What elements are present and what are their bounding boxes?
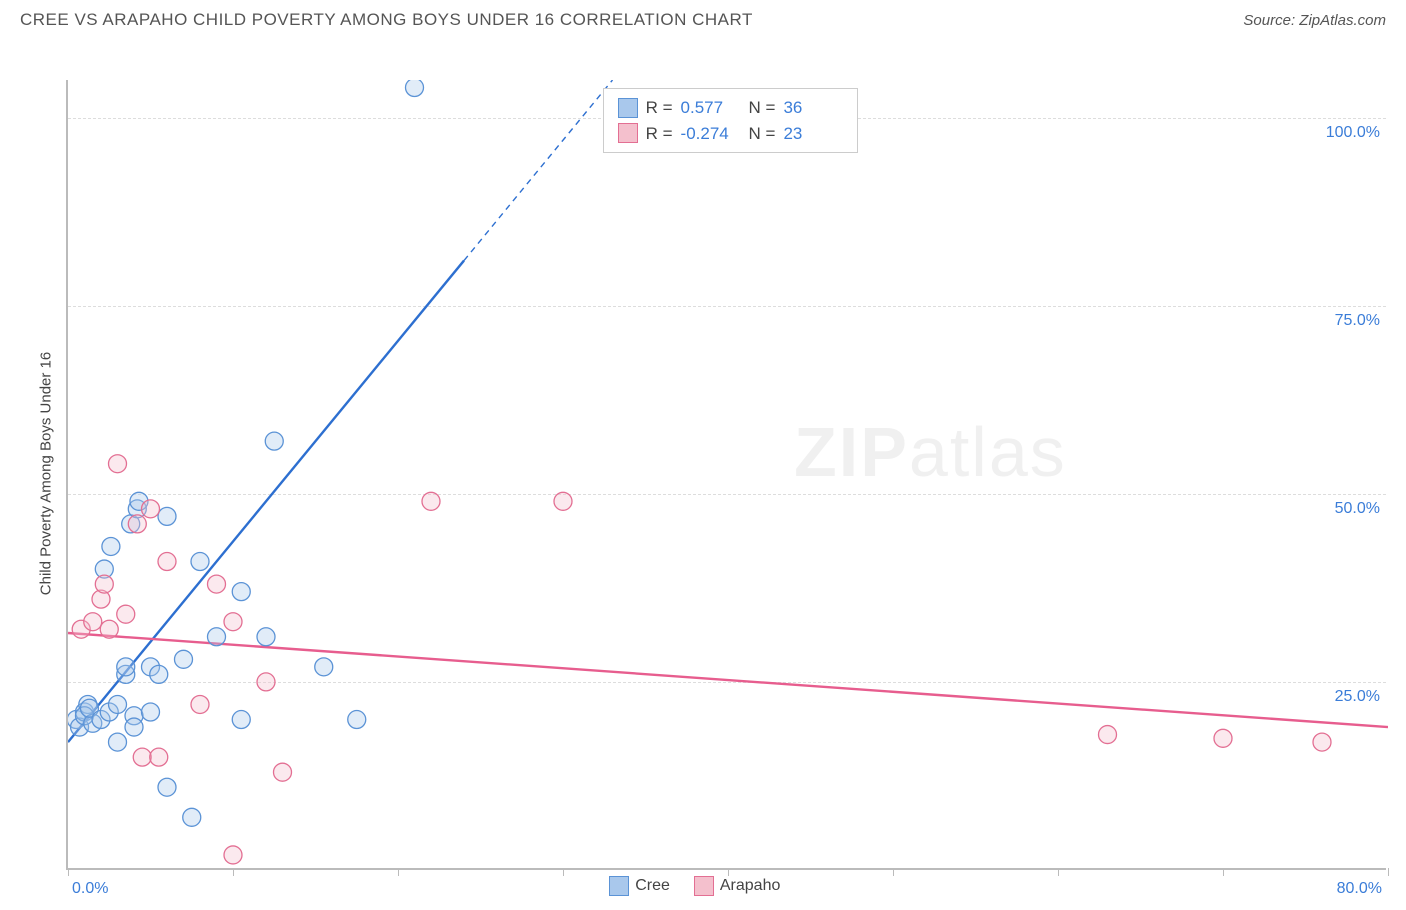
n-value: 23 [783,121,843,147]
y-axis-label: Child Poverty Among Boys Under 16 [38,334,55,614]
data-point [191,553,209,571]
trend-line-extrapolated [464,80,613,261]
data-point [1099,726,1117,744]
data-point [150,665,168,683]
data-point [1214,729,1232,747]
data-point [158,507,176,525]
r-value: -0.274 [681,121,741,147]
data-point [117,658,135,676]
data-point [84,613,102,631]
data-point [315,658,333,676]
r-value: 0.577 [681,95,741,121]
r-label: R = [646,95,673,121]
data-point [183,808,201,826]
source-name: ZipAtlas.com [1299,12,1386,29]
data-point [422,492,440,510]
data-point [128,515,146,533]
plot-area: 25.0%50.0%75.0%100.0%0.0%80.0%ZIPatlasR … [66,80,1386,870]
data-point [208,575,226,593]
n-value: 36 [783,95,843,121]
source-attribution: Source: ZipAtlas.com [1243,12,1386,29]
series-legend: Cree Arapaho [609,876,780,896]
data-point [117,605,135,623]
data-point [232,583,250,601]
x-axis-min-label: 0.0% [72,880,108,898]
correlation-legend-row: R = -0.274 N = 23 [618,121,844,147]
data-point [142,703,160,721]
data-point [95,575,113,593]
chart-title: CREE VS ARAPAHO CHILD POVERTY AMONG BOYS… [20,10,753,30]
data-point [257,628,275,646]
data-point [109,455,127,473]
data-point [406,80,424,97]
data-point [224,613,242,631]
data-point [102,537,120,555]
correlation-scatter-chart: 25.0%50.0%75.0%100.0%0.0%80.0%ZIPatlasR … [20,38,1386,910]
data-point [232,711,250,729]
data-point [109,695,127,713]
chart-header: CREE VS ARAPAHO CHILD POVERTY AMONG BOYS… [0,0,1406,38]
data-point [133,748,151,766]
data-point [125,718,143,736]
data-point [150,748,168,766]
n-label: N = [749,95,776,121]
data-point [109,733,127,751]
series-legend-item: Arapaho [694,876,781,896]
data-point [274,763,292,781]
data-point [554,492,572,510]
correlation-legend-row: R = 0.577 N = 36 [618,95,844,121]
x-axis-tick [1388,868,1389,876]
correlation-legend: R = 0.577 N = 36 R = -0.274 N = 23 [603,88,859,153]
legend-swatch [618,123,638,143]
legend-swatch [694,876,714,896]
x-axis-max-label: 80.0% [1337,880,1382,898]
source-label: Source: [1243,12,1299,29]
data-point [100,620,118,638]
data-point [208,628,226,646]
data-point [265,432,283,450]
data-point [191,695,209,713]
data-point [158,553,176,571]
r-label: R = [646,121,673,147]
legend-swatch [609,876,629,896]
data-point [224,846,242,864]
data-point [142,500,160,518]
series-legend-item: Cree [609,876,670,896]
data-point [257,673,275,691]
data-point [1313,733,1331,751]
legend-swatch [618,98,638,118]
n-label: N = [749,121,776,147]
plot-svg [68,80,1388,870]
data-point [348,711,366,729]
data-point [175,650,193,668]
data-point [158,778,176,796]
